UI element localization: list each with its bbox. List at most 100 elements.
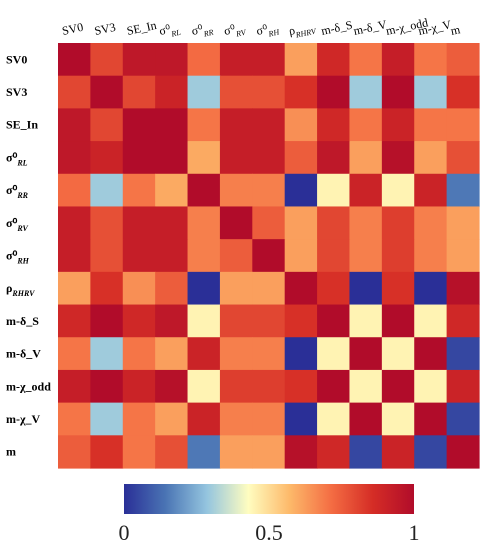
row-label: m-χ_odd	[6, 379, 51, 393]
colorbar-tick-label: 0	[119, 520, 130, 545]
heatmap-cell	[187, 239, 221, 273]
heatmap-cell	[122, 271, 156, 306]
heatmap-cell	[446, 402, 480, 436]
heatmap-cell	[90, 173, 124, 208]
heatmap-cell	[317, 108, 351, 142]
heatmap-cell	[349, 108, 383, 142]
heatmap-cell	[187, 402, 221, 436]
heatmap-cell	[122, 304, 156, 338]
heatmap-cell	[414, 75, 448, 109]
column-label: m-δ_S	[320, 18, 354, 38]
heatmap-cell	[90, 304, 124, 338]
heatmap-cell	[284, 108, 318, 142]
column-label: σ⁰RL	[158, 20, 182, 41]
heatmap-cell	[446, 435, 480, 469]
heatmap-cell	[155, 206, 189, 240]
heatmap-cell	[58, 206, 91, 240]
heatmap-cell	[90, 435, 124, 469]
heatmap-cell	[284, 75, 318, 109]
heatmap-cell	[187, 43, 221, 77]
heatmap-cell	[317, 271, 351, 306]
column-label: σ⁰RR	[190, 20, 214, 41]
heatmap-cell	[58, 271, 91, 306]
heatmap-cell	[414, 369, 448, 404]
heatmap-cell	[219, 75, 253, 109]
heatmap-cell	[187, 369, 221, 404]
heatmap-cell	[446, 239, 480, 273]
heatmap-cell	[446, 173, 480, 208]
heatmap-cell	[90, 402, 124, 436]
heatmap-cell	[187, 141, 221, 175]
heatmap-cell	[446, 108, 480, 142]
heatmap-cell	[284, 402, 318, 436]
heatmap-cells	[58, 43, 480, 469]
heatmap-cell	[122, 402, 156, 436]
row-label: m-δ_V	[6, 347, 41, 361]
heatmap-cell	[284, 239, 318, 273]
heatmap-cell	[155, 43, 189, 77]
heatmap-cell	[155, 435, 189, 469]
heatmap-cell	[58, 43, 91, 77]
heatmap-cell	[349, 337, 383, 371]
heatmap-cell	[284, 271, 318, 306]
heatmap-cell	[122, 43, 156, 77]
heatmap-cell	[90, 337, 124, 371]
heatmap-cell	[284, 304, 318, 338]
heatmap-cell	[349, 402, 383, 436]
column-label: m-δ_V	[352, 17, 388, 38]
heatmap-cell	[90, 43, 124, 77]
heatmap-cell	[349, 206, 383, 240]
heatmap-cell	[122, 173, 156, 208]
heatmap-cell	[90, 75, 124, 109]
row-label: σ⁰RL	[6, 150, 28, 167]
heatmap-cell	[252, 402, 286, 436]
heatmap-cell	[187, 271, 221, 306]
row-label: σ⁰RR	[6, 183, 29, 200]
column-labels: SV0 SV3 SE_In σ⁰RL σ⁰RR σ⁰RV σ⁰RH ρRHRV m-δ_Sm-δ…	[61, 15, 462, 41]
heatmap-cell	[58, 173, 91, 208]
heatmap-cell	[349, 75, 383, 109]
heatmap-cell	[381, 75, 415, 109]
heatmap-cell	[122, 75, 156, 109]
heatmap-cell	[122, 369, 156, 404]
colorbar: 0 0.5 1	[119, 484, 420, 545]
heatmap-cell	[155, 402, 189, 436]
heatmap-cell	[187, 108, 221, 142]
heatmap-cell	[381, 108, 415, 142]
heatmap-cell	[122, 141, 156, 175]
heatmap-cell	[252, 108, 286, 142]
heatmap-cell	[252, 206, 286, 240]
heatmap-cell	[284, 173, 318, 208]
heatmap-cell	[252, 75, 286, 109]
heatmap-cell	[219, 206, 253, 240]
heatmap-cell	[155, 304, 189, 338]
heatmap-cell	[58, 337, 91, 371]
heatmap-cell	[446, 75, 480, 109]
heatmap-cell	[122, 239, 156, 273]
heatmap-cell	[414, 206, 448, 240]
heatmap-cell	[252, 173, 286, 208]
heatmap-cell	[252, 337, 286, 371]
row-label: SE_In	[6, 118, 38, 132]
heatmap-cell	[414, 108, 448, 142]
heatmap-cell	[317, 304, 351, 338]
row-label: SV0	[6, 52, 27, 66]
heatmap-cell	[317, 173, 351, 208]
heatmap-cell	[349, 239, 383, 273]
heatmap-cell	[414, 337, 448, 371]
heatmap-cell	[90, 369, 124, 404]
row-label: ρRHRV	[6, 281, 35, 298]
colorbar-bar	[124, 484, 414, 514]
heatmap-cell	[187, 75, 221, 109]
heatmap-cell	[219, 173, 253, 208]
heatmap-cell	[252, 304, 286, 338]
heatmap-cell	[414, 304, 448, 338]
heatmap-cell	[317, 435, 351, 469]
heatmap-cell	[446, 304, 480, 338]
heatmap-cell	[381, 435, 415, 469]
heatmap-cell	[219, 304, 253, 338]
column-label: m	[449, 22, 462, 38]
heatmap-cell	[58, 141, 91, 175]
heatmap-cell	[381, 271, 415, 306]
heatmap-cell	[155, 369, 189, 404]
